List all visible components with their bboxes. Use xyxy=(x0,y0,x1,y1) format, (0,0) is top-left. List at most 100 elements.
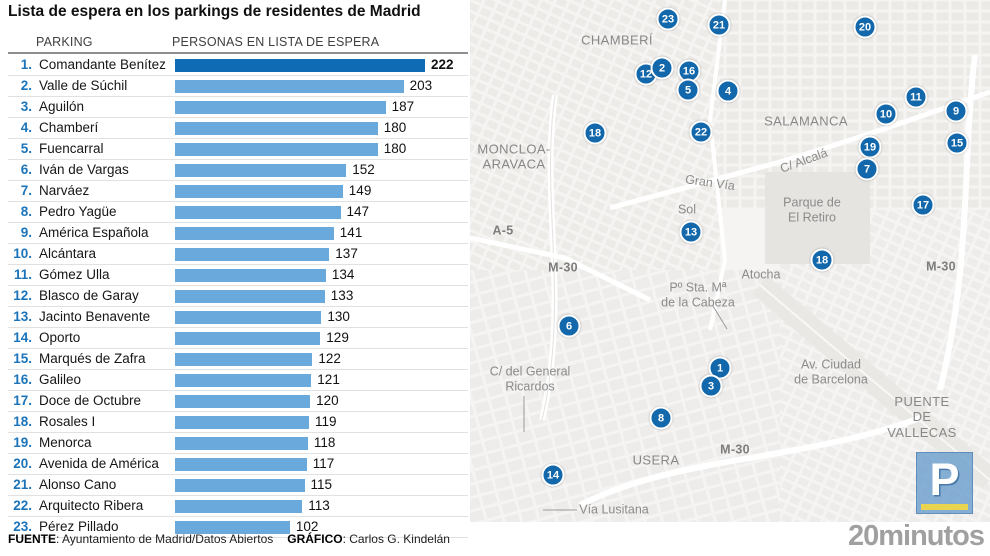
bar-value: 120 xyxy=(316,393,339,408)
map-label: Sol xyxy=(677,202,697,217)
map-marker-5: 5 xyxy=(676,78,700,102)
parking-name: Alcántara xyxy=(39,246,97,261)
parking-name: Menorca xyxy=(39,435,92,450)
bar-value: 180 xyxy=(383,120,407,135)
parking-name: Pérez Pillado xyxy=(39,519,119,534)
wait-bar xyxy=(175,268,326,282)
column-header-persons: PERSONAS EN LISTA DE ESPERA xyxy=(172,35,380,49)
map-label: USERA xyxy=(632,452,680,468)
rank-label: 8. xyxy=(20,204,32,219)
wait-bar xyxy=(175,289,325,303)
table-row: 16. Galileo 121 xyxy=(8,370,468,391)
rank-label: 11. xyxy=(13,267,32,282)
bar-value: 149 xyxy=(348,183,372,198)
table-row: 13. Jacinto Benavente 130 xyxy=(8,307,468,328)
bar-chart-panel: Lista de espera en los parkings de resid… xyxy=(0,0,470,556)
parking-name: Fuencarral xyxy=(39,141,104,156)
wait-bar xyxy=(175,331,321,345)
rank-label: 10. xyxy=(13,246,32,261)
map-label: A-5 xyxy=(492,223,514,238)
map-marker-14: 14 xyxy=(541,463,565,487)
parking-sign-letter: P xyxy=(929,453,960,505)
map-marker-20: 20 xyxy=(853,15,877,39)
bar-value: 137 xyxy=(335,246,358,261)
rank-label: 3. xyxy=(20,99,32,114)
map-label: SALAMANCA xyxy=(764,113,848,129)
map-label: Pº Sta. Mª de la Cabeza xyxy=(661,280,735,309)
map-marker-17: 17 xyxy=(911,193,935,217)
parking-name: Galileo xyxy=(39,372,82,387)
map-marker-16: 16 xyxy=(677,59,701,83)
map-marker-21: 21 xyxy=(707,13,731,37)
rank-label: 9. xyxy=(20,225,32,240)
bar-value: 152 xyxy=(352,162,375,177)
map-label: C/ del General Ricardos xyxy=(489,364,571,393)
map-marker-15: 15 xyxy=(945,131,969,155)
table-row: 6. Iván de Vargas 152 xyxy=(8,160,468,181)
map-label: M-30 xyxy=(926,259,956,274)
map-label: Av. Ciudad de Barcelona xyxy=(794,357,868,386)
rank-label: 15. xyxy=(13,351,32,366)
bar-value: 222 xyxy=(431,57,454,72)
table-row: 22. Arquitecto Ribera 113 xyxy=(8,496,468,517)
map-marker-10: 10 xyxy=(874,102,898,126)
source-text: : Ayuntamiento de Madrid/Datos Abiertos xyxy=(56,532,274,546)
table-row: 21. Alonso Cano 115 xyxy=(8,475,468,496)
bar-value: 133 xyxy=(330,288,354,303)
table-row: 17. Doce de Octubre 120 xyxy=(8,391,468,412)
parking-name: Oporto xyxy=(39,330,81,345)
parking-name: Iván de Vargas xyxy=(39,162,129,177)
map-marker-18: 18 xyxy=(583,121,607,145)
rank-label: 7. xyxy=(20,183,32,198)
rank-label: 17. xyxy=(13,393,32,408)
map-label: PUENTE DE VALLECAS xyxy=(887,394,957,440)
map-marker-6: 6 xyxy=(557,314,581,338)
wait-bar xyxy=(175,121,378,135)
rank-label: 1. xyxy=(20,57,32,72)
parking-name: Valle de Súchil xyxy=(39,78,128,93)
bar-value: 113 xyxy=(308,498,330,513)
parking-name: Aguilón xyxy=(39,99,85,114)
map-label: MONCLOA- ARAVACA xyxy=(477,141,551,172)
credits: FUENTE: Ayuntamiento de Madrid/Datos Abi… xyxy=(8,532,450,546)
table-row: 4. Chamberí 180 xyxy=(8,118,468,139)
wait-bar xyxy=(175,520,290,534)
bar-value: 134 xyxy=(331,267,355,282)
rank-label: 4. xyxy=(20,120,32,135)
credit-text: : Carlos G. Kindelán xyxy=(342,532,450,546)
parking-name: Narváez xyxy=(39,183,90,198)
wait-bar xyxy=(175,247,330,261)
map-marker-9: 9 xyxy=(944,99,968,123)
parking-name: Alonso Cano xyxy=(39,477,117,492)
bar-value: 147 xyxy=(346,204,370,219)
table-row: 23. Pérez Pillado 102 xyxy=(8,517,468,538)
rank-label: 21. xyxy=(13,477,32,492)
table-row: 12. Blasco de Garay 133 xyxy=(8,286,468,307)
rank-label: 13. xyxy=(13,309,32,324)
map-label: Vía Lusitana xyxy=(579,502,649,517)
rank-label: 14. xyxy=(13,330,32,345)
source-label: FUENTE xyxy=(8,532,56,546)
wait-bar xyxy=(175,79,404,93)
bar-value: 129 xyxy=(326,330,349,345)
wait-bar xyxy=(175,394,311,408)
parking-name: Doce de Octubre xyxy=(39,393,142,408)
map-label: CHAMBERÍ xyxy=(581,32,653,48)
parking-name: Jacinto Benavente xyxy=(39,309,151,324)
table-row: 3. Aguilón 187 xyxy=(8,97,468,118)
parking-name: Rosales I xyxy=(39,414,96,429)
page-title: Lista de espera en los parkings de resid… xyxy=(8,3,421,20)
table-row: 14. Oporto 129 xyxy=(8,328,468,349)
table-row: 10. Alcántara 137 xyxy=(8,244,468,265)
wait-bar xyxy=(175,205,341,219)
table-row: 11. Gómez Ulla 134 xyxy=(8,265,468,286)
bar-value: 122 xyxy=(318,351,341,366)
table-row: 20. Avenida de América 117 xyxy=(8,454,468,475)
rank-label: 20. xyxy=(13,456,32,471)
map-marker-2: 2 xyxy=(650,56,674,80)
parking-name: Arquitecto Ribera xyxy=(39,498,144,513)
rank-label: 19. xyxy=(13,435,32,450)
parking-name: Gómez Ulla xyxy=(39,267,110,282)
bar-value: 187 xyxy=(391,99,415,114)
